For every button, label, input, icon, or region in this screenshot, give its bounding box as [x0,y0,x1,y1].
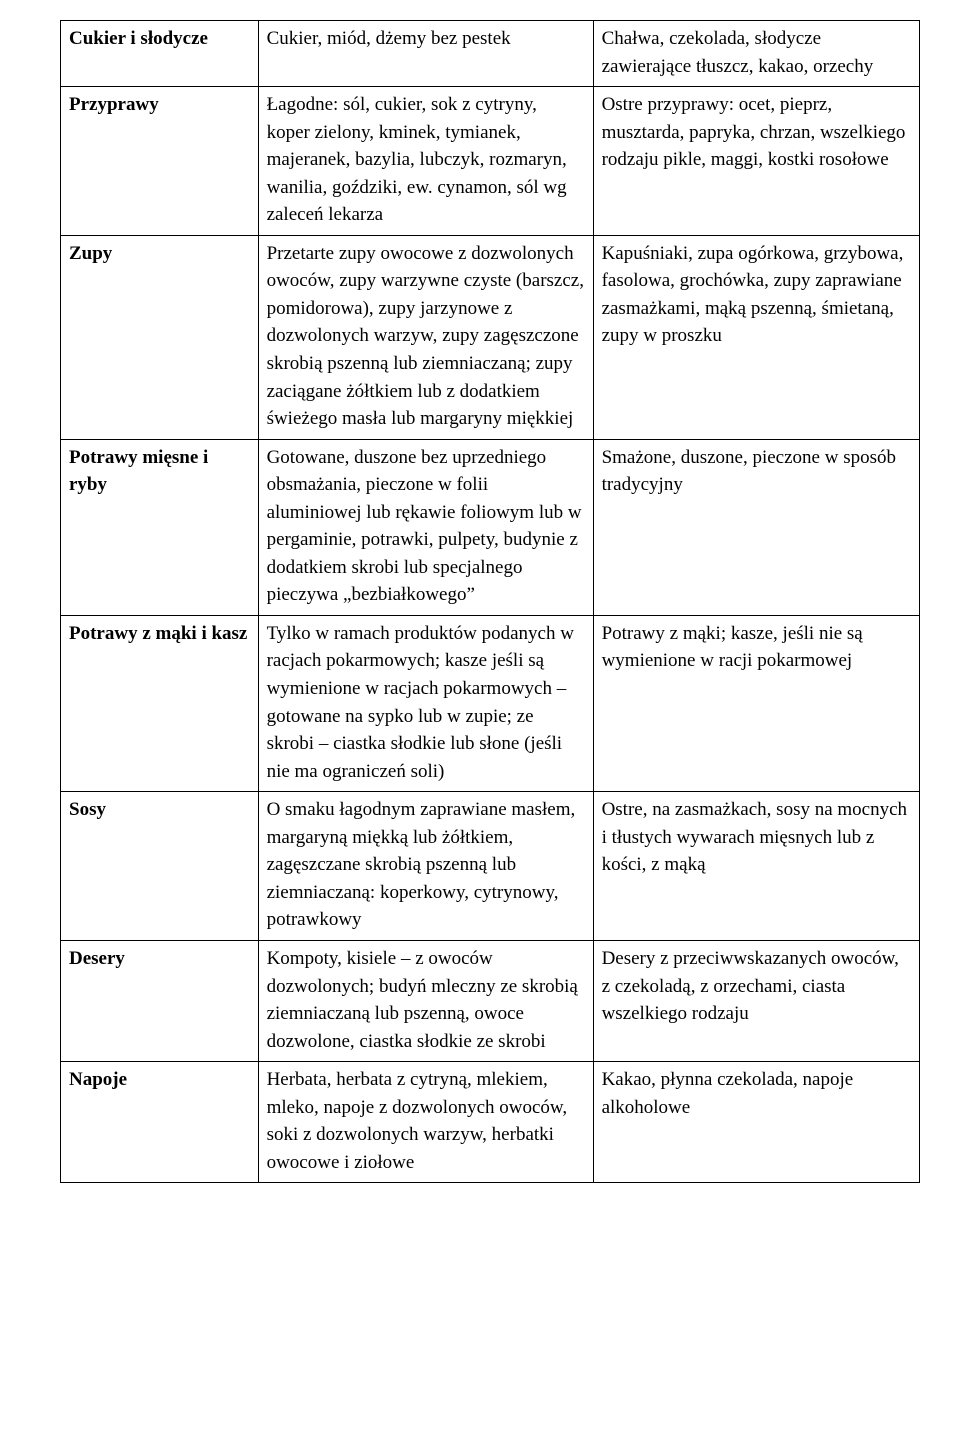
diet-table-body: Cukier i słodyczeCukier, miód, dżemy bez… [61,21,920,1183]
table-row: Potrawy z mąki i kaszTylko w ramach prod… [61,615,920,791]
not-allowed-cell: Desery z przeciwwskazanych owoców, z cze… [593,940,919,1061]
allowed-cell: Przetarte zupy owocowe z dozwolonych owo… [258,235,593,439]
table-row: PrzyprawyŁagodne: sól, cukier, sok z cyt… [61,87,920,236]
category-cell: Potrawy mięsne i ryby [61,439,259,615]
not-allowed-cell: Ostre przyprawy: ocet, pieprz, musztarda… [593,87,919,236]
allowed-cell: Herbata, herbata z cytryną, mlekiem, mle… [258,1062,593,1183]
category-cell: Potrawy z mąki i kasz [61,615,259,791]
category-cell: Napoje [61,1062,259,1183]
not-allowed-cell: Smażone, duszone, pieczone w sposób trad… [593,439,919,615]
table-row: DeseryKompoty, kisiele – z owoców dozwol… [61,940,920,1061]
category-cell: Sosy [61,792,259,941]
not-allowed-cell: Potrawy z mąki; kasze, jeśli nie są wymi… [593,615,919,791]
not-allowed-cell: Chałwa, czekolada, słodycze zawierające … [593,21,919,87]
table-row: Cukier i słodyczeCukier, miód, dżemy bez… [61,21,920,87]
not-allowed-cell: Ostre, na zasmażkach, sosy na mocnych i … [593,792,919,941]
not-allowed-cell: Kapuśniaki, zupa ogórkowa, grzybowa, fas… [593,235,919,439]
diet-table: Cukier i słodyczeCukier, miód, dżemy bez… [60,20,920,1183]
category-cell: Przyprawy [61,87,259,236]
table-row: ZupyPrzetarte zupy owocowe z dozwolonych… [61,235,920,439]
not-allowed-cell: Kakao, płynna czekolada, napoje alkoholo… [593,1062,919,1183]
category-cell: Cukier i słodycze [61,21,259,87]
table-row: NapojeHerbata, herbata z cytryną, mlekie… [61,1062,920,1183]
allowed-cell: Łagodne: sól, cukier, sok z cytryny, kop… [258,87,593,236]
allowed-cell: Cukier, miód, dżemy bez pestek [258,21,593,87]
allowed-cell: Kompoty, kisiele – z owoców dozwolonych;… [258,940,593,1061]
category-cell: Zupy [61,235,259,439]
allowed-cell: Gotowane, duszone bez uprzedniego obsmaż… [258,439,593,615]
allowed-cell: Tylko w ramach produktów podanych w racj… [258,615,593,791]
table-row: SosyO smaku łagodnym zaprawiane masłem, … [61,792,920,941]
table-row: Potrawy mięsne i rybyGotowane, duszone b… [61,439,920,615]
category-cell: Desery [61,940,259,1061]
allowed-cell: O smaku łagodnym zaprawiane masłem, marg… [258,792,593,941]
